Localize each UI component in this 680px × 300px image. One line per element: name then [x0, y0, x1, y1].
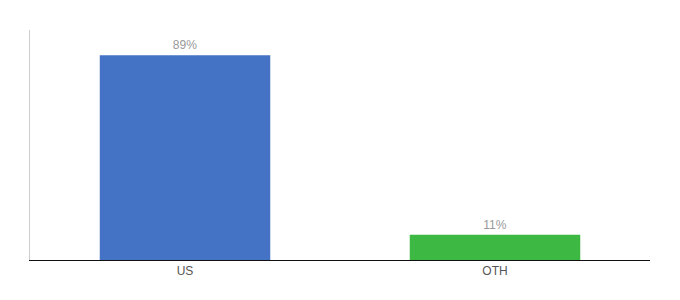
svg-text:US: US	[177, 264, 194, 278]
svg-text:OTH: OTH	[482, 264, 507, 278]
svg-text:11%: 11%	[483, 218, 506, 232]
svg-text:89%: 89%	[173, 38, 197, 52]
